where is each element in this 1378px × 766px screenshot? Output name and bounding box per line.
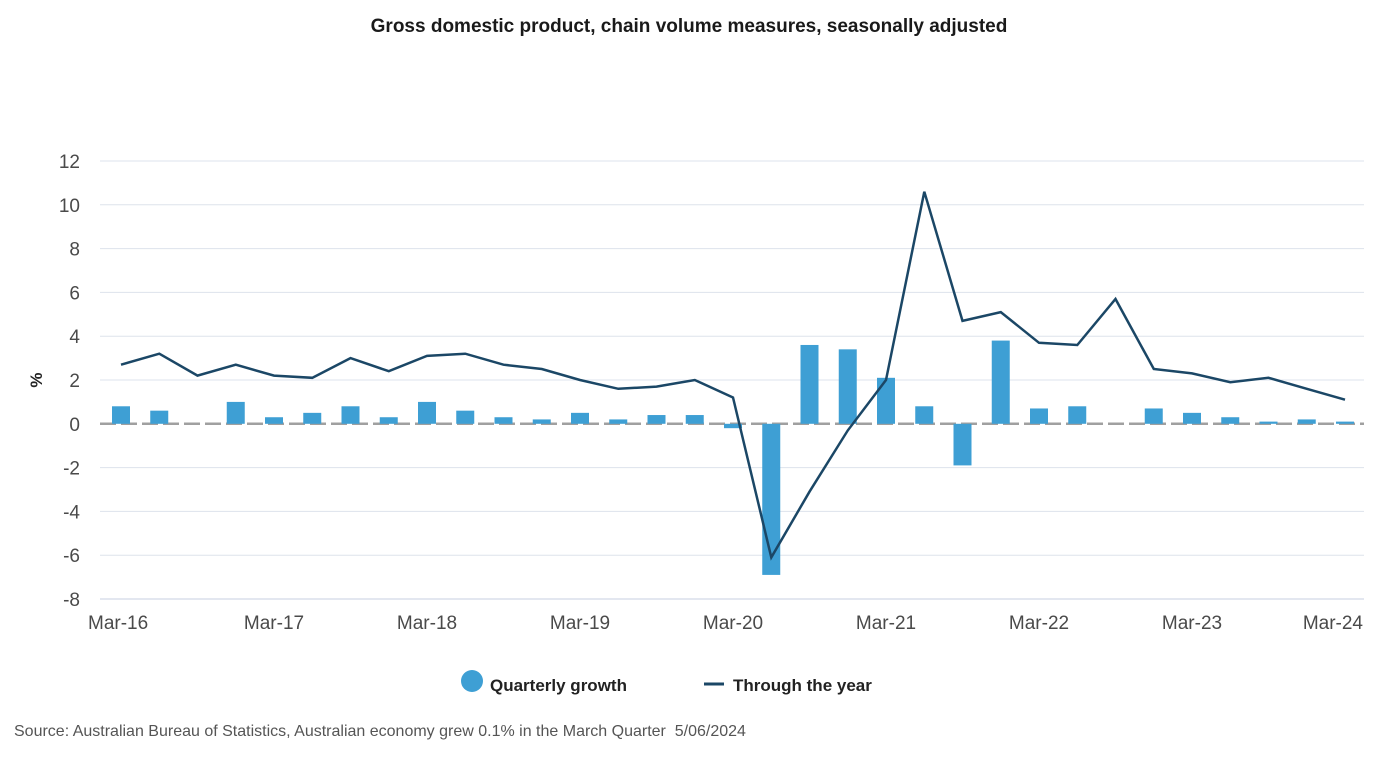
y-tick-label: 4 <box>69 327 80 348</box>
legend-label-through-the-year: Through the year <box>733 676 872 695</box>
y-axis-ticks: 12 10 8 6 4 2 0 -2 -4 -6 -8 <box>59 152 81 611</box>
bar-quarterly-growth <box>303 412 322 424</box>
x-axis-ticks: Mar-16 Mar-17 Mar-18 Mar-19 Mar-20 Mar-21 Mar-… <box>88 613 1363 634</box>
legend-swatch-quarterly-growth <box>461 670 483 692</box>
y-tick-label: 12 <box>59 152 80 173</box>
bar-quarterly-growth <box>1259 421 1278 424</box>
bar-quarterly-growth <box>838 349 857 424</box>
bar-quarterly-growth <box>341 406 360 424</box>
bar-quarterly-growth <box>647 415 666 424</box>
bar-quarterly-growth <box>1336 421 1354 424</box>
bar-quarterly-growth <box>226 401 245 424</box>
bar-quarterly-growth <box>1297 419 1316 424</box>
bar-quarterly-growth <box>1144 408 1163 424</box>
bar-quarterly-growth <box>456 410 475 424</box>
bar-quarterly-growth <box>532 419 551 424</box>
bar-quarterly-growth <box>724 423 742 429</box>
bar-quarterly-growth <box>571 412 589 424</box>
bar-quarterly-growth <box>265 417 283 424</box>
legend: Quarterly growth Through the year <box>461 670 872 695</box>
x-tick-label: Mar-20 <box>703 613 763 634</box>
bar-quarterly-growth <box>991 340 1010 424</box>
source-note: Source: Australian Bureau of Statistics,… <box>14 723 746 740</box>
bar-quarterly-growth <box>1183 412 1201 424</box>
y-tick-label: 0 <box>69 415 80 436</box>
legend-label-quarterly-growth: Quarterly growth <box>490 676 627 695</box>
bar-quarterly-growth <box>150 410 169 424</box>
bar-quarterly-growth <box>1030 408 1048 424</box>
bar-quarterly-growth <box>953 423 972 466</box>
y-tick-label: -4 <box>63 502 80 523</box>
y-tick-label: -2 <box>63 459 80 480</box>
x-tick-label: Mar-21 <box>856 613 916 634</box>
x-tick-label: Mar-16 <box>88 613 148 634</box>
bar-quarterly-growth <box>609 419 628 424</box>
bar-quarterly-growth <box>1221 417 1240 424</box>
bar-quarterly-growth <box>418 401 436 424</box>
bar-quarterly-growth <box>379 417 398 424</box>
x-tick-label: Mar-17 <box>244 613 304 634</box>
bar-quarterly-growth <box>1068 406 1087 424</box>
y-tick-label: 2 <box>69 371 80 392</box>
quarterly-growth-bars <box>112 340 1354 575</box>
bar-quarterly-growth <box>494 417 513 424</box>
y-axis-label: % <box>27 372 46 387</box>
through-the-year-line-group <box>120 191 1346 561</box>
chart-title: Gross domestic product, chain volume mea… <box>370 16 1008 37</box>
line-through-the-year <box>120 191 1346 561</box>
x-tick-label: Mar-24 <box>1303 613 1364 634</box>
bar-quarterly-growth <box>877 377 895 424</box>
gridlines <box>100 160 1364 600</box>
y-tick-label: 10 <box>59 196 80 217</box>
x-tick-label: Mar-23 <box>1162 613 1222 634</box>
bar-quarterly-growth <box>915 406 934 424</box>
y-tick-label: 8 <box>69 240 80 261</box>
bar-quarterly-growth <box>800 344 819 424</box>
x-tick-label: Mar-18 <box>397 613 457 634</box>
y-tick-label: -6 <box>63 546 80 567</box>
y-tick-label: 6 <box>69 283 80 304</box>
x-tick-label: Mar-22 <box>1009 613 1069 634</box>
bar-quarterly-growth <box>685 415 704 424</box>
x-tick-label: Mar-19 <box>550 613 610 634</box>
bar-quarterly-growth <box>112 406 130 424</box>
y-tick-label: -8 <box>63 590 80 611</box>
